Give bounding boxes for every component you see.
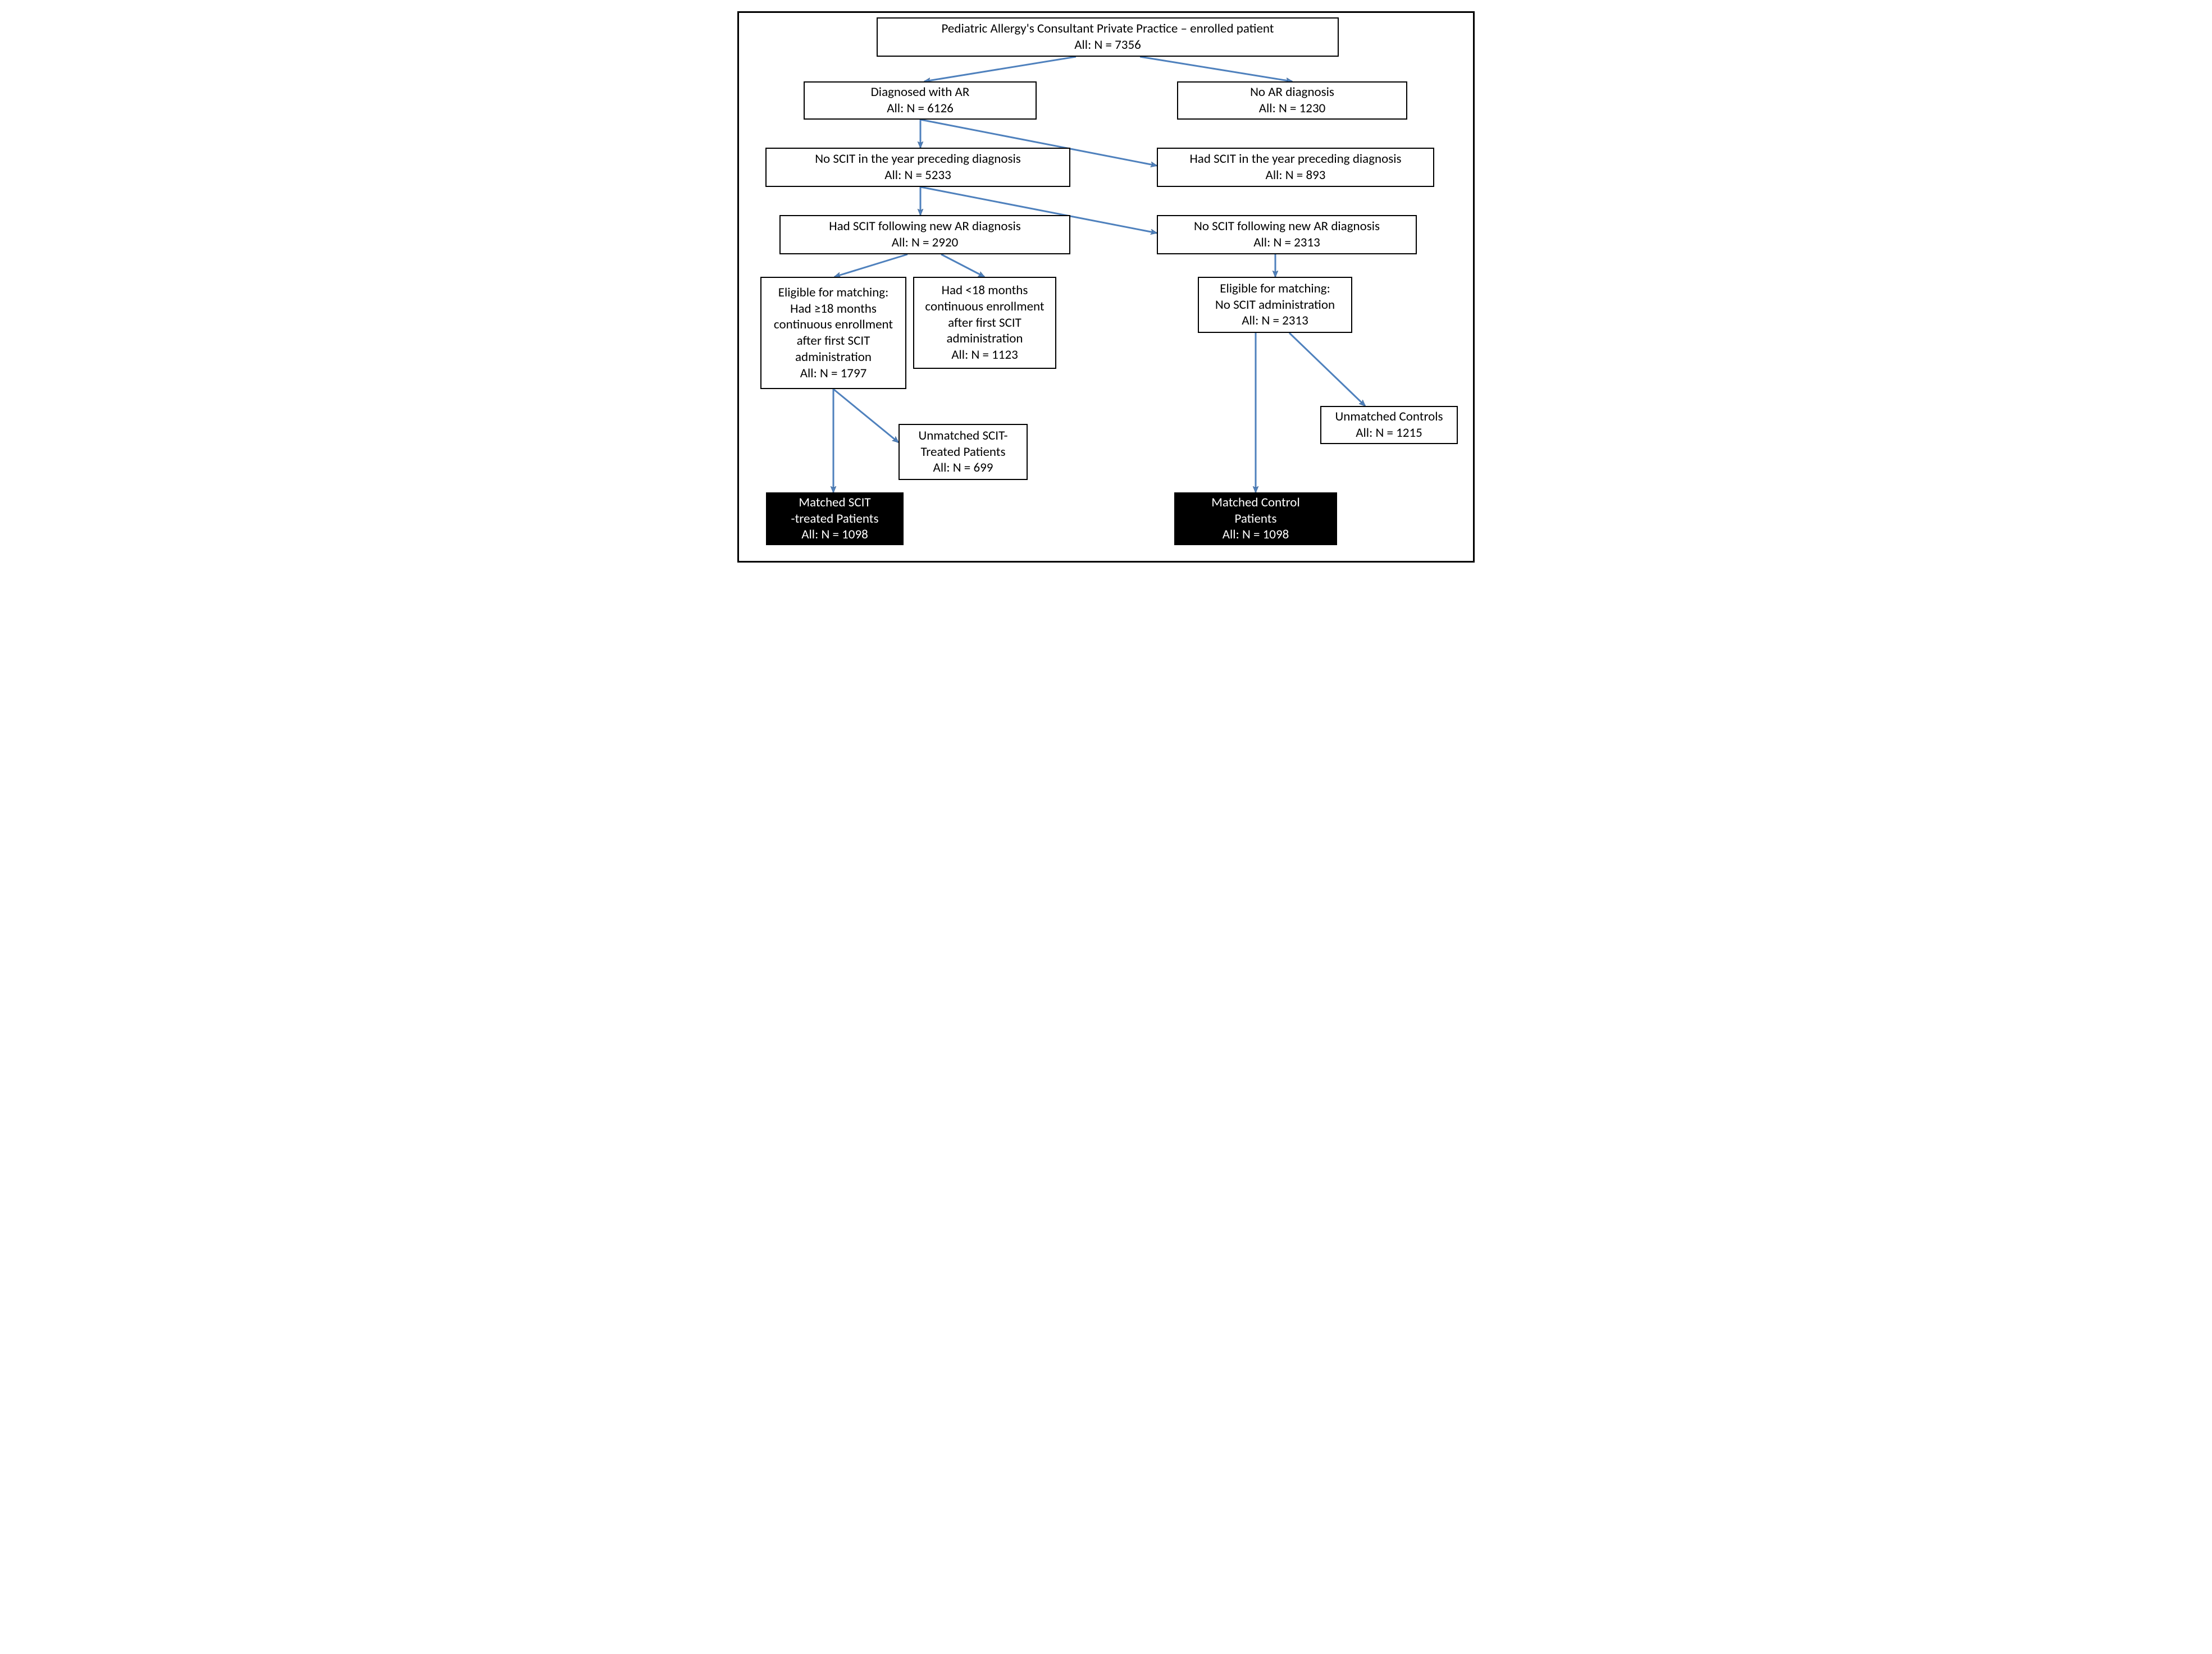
node-text: Had ≥18 months	[790, 301, 877, 317]
node-text: administration	[947, 331, 1023, 347]
node-text: All: N = 7356	[1074, 37, 1141, 53]
node-text: All: N = 2920	[892, 235, 959, 251]
node-root: Pediatric Allergy's Consultant Private P…	[877, 17, 1339, 57]
node-text: Unmatched Controls	[1335, 409, 1443, 425]
node-elig_ge18: Eligible for matching:Had ≥18 monthscont…	[760, 277, 906, 389]
node-text: All: N = 1797	[800, 365, 867, 382]
node-text: All: N = 2313	[1253, 235, 1320, 251]
edge-scit_post-to-lt18	[941, 254, 984, 277]
node-text: All: N = 1230	[1259, 100, 1326, 117]
node-text: All: N = 1098	[801, 527, 868, 543]
node-text: All: N = 699	[933, 460, 993, 476]
node-noscit_pre: No SCIT in the year preceding diagnosisA…	[765, 148, 1070, 187]
node-text: Eligible for matching:	[1220, 281, 1330, 297]
node-unm_ctrl: Unmatched ControlsAll: N = 1215	[1320, 406, 1458, 444]
node-text: -treated Patients	[791, 511, 879, 527]
node-text: Matched Control	[1211, 495, 1299, 511]
node-text: continuous enrollment	[774, 317, 893, 333]
node-text: All: N = 1098	[1223, 527, 1289, 543]
node-text: Had <18 months	[942, 282, 1028, 299]
node-text: All: N = 5233	[884, 167, 951, 184]
node-text: Patients	[1234, 511, 1276, 527]
node-m_ctrl: Matched ControlPatientsAll: N = 1098	[1174, 492, 1337, 545]
node-text: No SCIT in the year preceding diagnosis	[815, 151, 1021, 167]
node-text: Treated Patients	[921, 444, 1006, 460]
node-text: administration	[795, 349, 872, 365]
edge-scit_post-to-elig_ge18	[834, 254, 907, 277]
node-scit_post: Had SCIT following new AR diagnosisAll: …	[779, 215, 1070, 254]
node-noar: No AR diagnosisAll: N = 1230	[1177, 81, 1407, 120]
node-text: continuous enrollment	[925, 299, 1044, 315]
node-text: All: N = 1215	[1356, 425, 1422, 441]
edge-root-to-ar	[924, 57, 1076, 81]
node-unm_scit: Unmatched SCIT-Treated PatientsAll: N = …	[899, 424, 1028, 480]
node-text: Unmatched SCIT-	[918, 428, 1007, 444]
node-m_scit: Matched SCIT-treated PatientsAll: N = 10…	[766, 492, 904, 545]
node-text: No SCIT following new AR diagnosis	[1194, 218, 1380, 235]
node-text: All: N = 6126	[887, 100, 954, 117]
node-scit_pre: Had SCIT in the year preceding diagnosis…	[1157, 148, 1434, 187]
node-text: All: N = 2313	[1242, 313, 1308, 329]
node-text: No AR diagnosis	[1250, 84, 1334, 100]
node-text: Had SCIT following new AR diagnosis	[829, 218, 1021, 235]
node-elig_ctrl: Eligible for matching:No SCIT administra…	[1198, 277, 1352, 333]
node-text: Pediatric Allergy's Consultant Private P…	[942, 21, 1274, 37]
node-text: Matched SCIT	[799, 495, 870, 511]
flowchart-frame: Pediatric Allergy's Consultant Private P…	[737, 11, 1475, 563]
node-text: All: N = 893	[1266, 167, 1326, 184]
node-ar: Diagnosed with ARAll: N = 6126	[804, 81, 1037, 120]
edge-elig_ge18-to-unm_scit	[833, 389, 899, 442]
edge-root-to-noar	[1140, 57, 1292, 81]
node-text: No SCIT administration	[1215, 297, 1335, 313]
node-lt18: Had <18 monthscontinuous enrollmentafter…	[913, 277, 1056, 369]
node-text: Eligible for matching:	[778, 285, 889, 301]
node-text: All: N = 1123	[951, 347, 1018, 363]
node-noscit_post: No SCIT following new AR diagnosisAll: N…	[1157, 215, 1417, 254]
edge-elig_ctrl-to-unm_ctrl	[1289, 333, 1365, 406]
node-text: after first SCIT	[797, 333, 870, 349]
node-text: Diagnosed with AR	[871, 84, 970, 100]
node-text: after first SCIT	[948, 315, 1021, 331]
node-text: Had SCIT in the year preceding diagnosis	[1189, 151, 1401, 167]
